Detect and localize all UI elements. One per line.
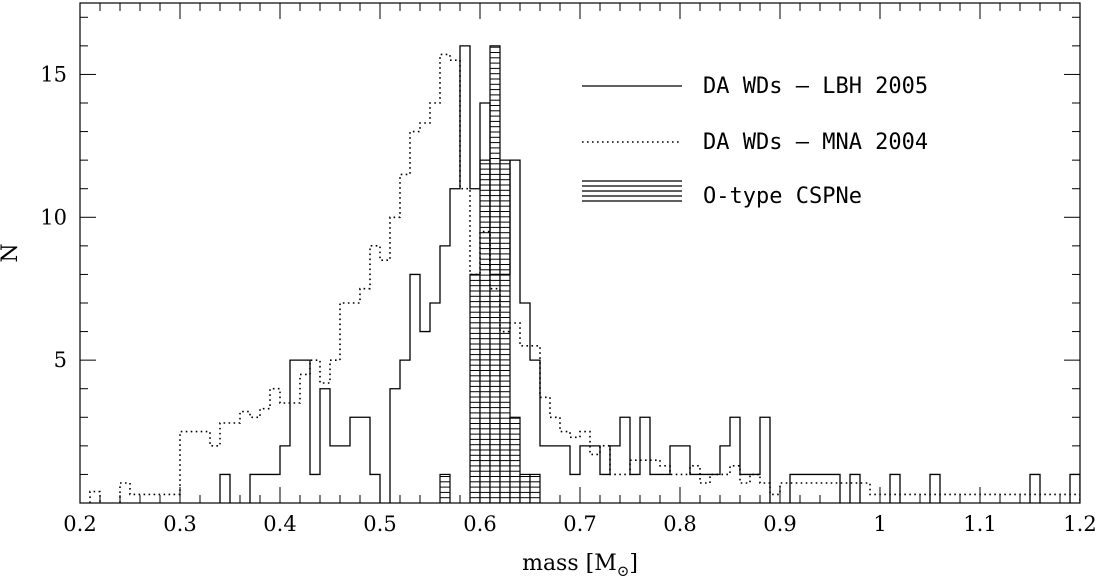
x-axis-title: mass [M⊙] xyxy=(522,551,638,578)
legend-label: DA WDs – MNA 2004 xyxy=(703,130,928,155)
histogram-dotted-line xyxy=(89,53,1080,503)
x-tick-label: 1.1 xyxy=(963,512,996,536)
hatched-bar-fill xyxy=(440,474,450,503)
legend-item: DA WDs – MNA 2004 xyxy=(582,130,928,155)
hatched-bar xyxy=(519,473,531,503)
hatched-bar-fill xyxy=(470,274,480,503)
hatched-bar-outline xyxy=(499,159,511,503)
series-dotted xyxy=(89,53,1080,503)
y-tick-label: 5 xyxy=(54,348,67,372)
x-tick-label: 0.2 xyxy=(63,512,96,536)
hatched-bar xyxy=(529,473,541,503)
ticks-layer xyxy=(79,3,1081,503)
legend-item: DA WDs – LBH 2005 xyxy=(582,74,928,99)
y-tick-label: 10 xyxy=(40,205,67,229)
series-solid xyxy=(219,45,1080,503)
legend: DA WDs – LBH 2005 DA WDs – MNA 2004 O-type… xyxy=(582,74,928,209)
x-tick-label: 0.8 xyxy=(663,512,696,536)
histogram-solid-line xyxy=(219,45,1080,503)
x-tick-label: 0.5 xyxy=(363,512,396,536)
x-tick-label: 1.2 xyxy=(1063,512,1096,536)
x-tick-label: 0.7 xyxy=(563,512,596,536)
x-tick-label: 0.9 xyxy=(763,512,796,536)
hatched-bar xyxy=(439,473,451,503)
hatched-bar-fill xyxy=(530,474,540,503)
hatched-bar-fill xyxy=(500,160,510,503)
tick-labels: 0.2 0.3 0.4 0.5 0.6 0.7 0.8 0.9 1 1.1 1.2 5 10 15 xyxy=(40,62,1096,536)
legend-item: O-type CSPNe xyxy=(582,180,862,209)
hatched-bar xyxy=(469,273,481,503)
hatched-bar-fill xyxy=(520,474,530,503)
hatched-bar xyxy=(479,159,491,503)
x-tick-label: 0.3 xyxy=(163,512,196,536)
legend-label: O-type CSPNe xyxy=(703,184,862,209)
y-tick-label: 15 xyxy=(40,62,67,86)
series-layer xyxy=(89,45,1080,503)
x-tick-label: 1 xyxy=(873,512,886,536)
legend-label: DA WDs – LBH 2005 xyxy=(703,74,928,99)
hatched-bar-fill xyxy=(480,160,490,503)
x-tick-label: 0.6 xyxy=(463,512,496,536)
plot-frame xyxy=(79,2,1081,504)
hatched-bar xyxy=(499,159,511,503)
hatched-bar xyxy=(509,416,521,503)
x-tick-label: 0.4 xyxy=(263,512,296,536)
y-axis-title: N xyxy=(0,243,23,262)
